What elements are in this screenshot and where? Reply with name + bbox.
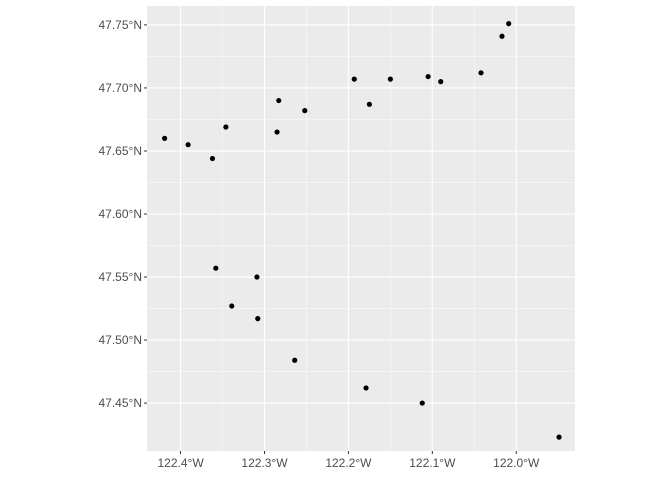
data-point [162, 135, 168, 141]
y-tick-label: 47.65°N [99, 144, 143, 158]
data-point [478, 70, 484, 76]
major-gridlines [147, 6, 575, 451]
data-point [209, 155, 216, 162]
y-tick-label: 47.70°N [99, 81, 143, 95]
x-axis: 122.4°W 122.3°W 122.2°W 122.1°W 122.0°W [157, 451, 540, 470]
y-tick-label: 47.45°N [99, 396, 143, 410]
data-point [255, 316, 261, 322]
x-tick-label: 122.0°W [493, 456, 540, 470]
data-point [351, 76, 357, 82]
data-point [438, 79, 444, 85]
data-point [254, 274, 260, 280]
data-point [419, 400, 425, 406]
data-point [387, 76, 393, 82]
y-tick-label: 47.60°N [99, 207, 143, 221]
data-point [302, 108, 308, 114]
plot-panel [147, 6, 575, 451]
minor-gridlines [147, 6, 575, 451]
x-tick-label: 122.4°W [157, 456, 204, 470]
data-point [499, 33, 505, 39]
data-point [229, 303, 235, 309]
data-point [213, 265, 219, 271]
y-tick-label: 47.50°N [99, 333, 143, 347]
y-tick-label: 47.55°N [99, 270, 143, 284]
data-point [292, 357, 298, 363]
y-tick-label: 47.75°N [99, 18, 143, 32]
data-point [223, 124, 229, 130]
data-point [185, 142, 191, 148]
data-point [556, 434, 562, 440]
data-point [274, 129, 280, 135]
data-point [276, 97, 282, 104]
y-axis: 47.45°N 47.50°N 47.55°N 47.60°N 47.65°N 47.70… [99, 18, 147, 410]
data-point [366, 101, 372, 107]
data-point [425, 73, 431, 80]
x-tick-label: 122.2°W [325, 456, 372, 470]
data-point [363, 385, 369, 391]
data-point [506, 21, 512, 27]
data-points [162, 21, 562, 440]
x-tick-label: 122.1°W [409, 456, 456, 470]
x-tick-label: 122.3°W [241, 456, 288, 470]
